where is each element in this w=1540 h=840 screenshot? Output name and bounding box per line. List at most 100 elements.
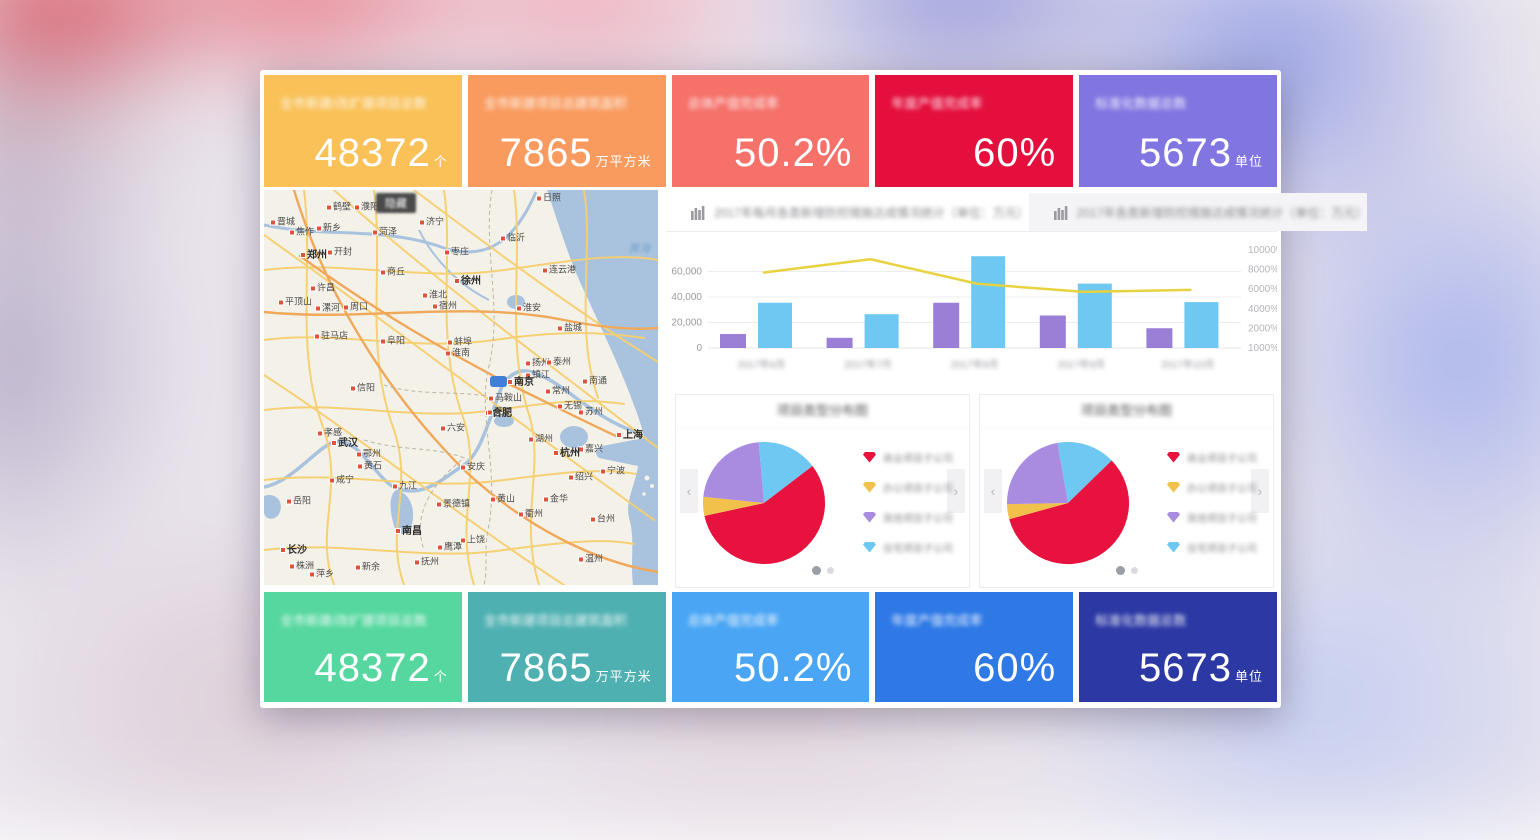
map-tooltip[interactable]: 隐藏 xyxy=(376,193,416,213)
svg-text:2017年7月: 2017年7月 xyxy=(844,358,892,371)
tab-yearly-chart[interactable]: 2017年各类新增防控措施达成情况统计（单位：万元） xyxy=(1028,193,1368,231)
legend-item[interactable]: 住宅项目子公司 xyxy=(1167,537,1257,557)
stat-card-title: 总体产值完成率 xyxy=(687,96,779,111)
carousel-next-button[interactable]: › xyxy=(947,469,965,513)
legend-item[interactable]: 其他项目子公司 xyxy=(863,507,953,527)
city-label: 淮北 xyxy=(422,290,447,300)
city-label: 南通 xyxy=(582,376,607,386)
svg-text:20,000: 20,000 xyxy=(671,318,702,329)
city-marker-icon xyxy=(286,498,292,505)
city-marker-icon xyxy=(350,385,356,392)
city-marker-icon xyxy=(270,219,276,226)
city-marker-icon xyxy=(460,537,466,544)
stat-card-value: 60% xyxy=(973,131,1057,175)
city-label: 宁波 xyxy=(600,466,625,476)
legend-item[interactable]: 其他项目子公司 xyxy=(1167,507,1257,527)
stat-card-value: 48372 个 xyxy=(314,646,448,690)
city-marker-icon xyxy=(590,516,596,523)
dot-inactive[interactable] xyxy=(826,567,834,575)
city-label: 常州 xyxy=(545,386,570,396)
legend-label: 其他项目子公司 xyxy=(1187,513,1257,525)
city-marker-icon xyxy=(440,425,446,432)
pie-legend: 商业项目子公司 办公项目子公司其他项目子公司 住宅项目子公司 xyxy=(863,447,953,567)
city-label: 济宁 xyxy=(419,217,444,227)
city-label: 镇江 xyxy=(525,370,550,380)
city-label: 漯河 xyxy=(315,303,340,313)
city-marker-icon xyxy=(516,305,522,312)
legend-gem-icon xyxy=(1167,541,1180,553)
legend-gem-icon xyxy=(863,451,876,463)
legend-label: 住宅项目子公司 xyxy=(883,543,953,555)
city-marker-icon xyxy=(356,451,362,458)
city-marker-icon xyxy=(488,395,494,402)
nanjing-marker-icon[interactable] xyxy=(490,376,507,387)
city-marker-icon xyxy=(419,219,425,226)
legend-gem-icon xyxy=(1167,481,1180,493)
city-label: 湖州 xyxy=(528,434,553,444)
city-label: 开封 xyxy=(327,247,352,257)
legend-gem-icon xyxy=(863,541,876,553)
city-marker-icon xyxy=(507,379,513,386)
city-label: 泰州 xyxy=(546,357,571,367)
legend-label: 办公项目子公司 xyxy=(1187,483,1257,495)
carousel-next-button[interactable]: › xyxy=(1251,469,1269,513)
carousel-prev-button[interactable]: ‹ xyxy=(984,469,1002,513)
city-marker-icon xyxy=(327,249,333,256)
city-marker-icon xyxy=(536,195,542,202)
dot-active[interactable] xyxy=(811,566,821,576)
stat-card-value: 50.2% xyxy=(733,646,853,690)
legend-label: 住宅项目子公司 xyxy=(1187,543,1257,555)
city-marker-icon xyxy=(309,571,315,578)
city-marker-icon xyxy=(460,464,466,471)
city-label: 鄂州 xyxy=(356,449,381,459)
bottom-stat-cards: 全市新建/改扩建项目总数 48372 个全市新建项目总建筑面积 7865 万平方米总… xyxy=(264,592,1277,702)
stat-card-unit: 单位 xyxy=(1234,669,1263,684)
city-label: 温州 xyxy=(578,554,603,564)
city-label: 淮安 xyxy=(516,303,541,313)
legend-item[interactable]: 办公项目子公司 xyxy=(1167,477,1257,497)
svg-text:10000%: 10000% xyxy=(1248,245,1277,256)
city-marker-icon xyxy=(582,378,588,385)
city-marker-icon xyxy=(310,285,316,292)
dashboard-panel: 全市新建/改扩建项目总数 48372 个全市新建项目总建筑面积 7865 万平方米总… xyxy=(260,70,1368,708)
svg-text:60,000: 60,000 xyxy=(671,267,702,278)
stat-card: 标准化数据总数 5673 单位 xyxy=(1079,75,1277,187)
legend-gem-icon xyxy=(1167,511,1180,523)
bar-chart-icon xyxy=(1053,205,1068,220)
city-marker-icon xyxy=(444,249,450,256)
carousel-dots xyxy=(980,562,1273,580)
city-marker-icon xyxy=(314,333,320,340)
city-marker-icon xyxy=(392,483,398,490)
dot-active[interactable] xyxy=(1115,566,1125,576)
city-marker-icon xyxy=(600,468,606,475)
city-label: 晋城 xyxy=(270,217,295,227)
legend-item[interactable]: 商业项目子公司 xyxy=(1167,447,1257,467)
dot-inactive[interactable] xyxy=(1130,567,1138,575)
carousel-prev-button[interactable]: ‹ xyxy=(680,469,698,513)
city-marker-icon xyxy=(546,359,552,366)
stat-card-value: 7865 万平方米 xyxy=(499,646,652,690)
china-east-map[interactable]: 日照 临沂 连云港 鹤壁 濮阳 晋城 焦作 新乡 菏泽 济宁 郑州 开封 枣庄 商丘 徐州 许昌 淮北 平顶山 漯河… xyxy=(264,190,658,585)
legend-item[interactable]: 住宅项目子公司 xyxy=(863,537,953,557)
legend-label: 其他项目子公司 xyxy=(883,513,953,525)
sea-area xyxy=(547,190,658,585)
legend-item[interactable]: 商业项目子公司 xyxy=(863,447,953,467)
stat-card: 标准化数据总数 5673 单位 xyxy=(1079,592,1277,702)
city-marker-icon xyxy=(447,339,453,346)
city-marker-icon xyxy=(525,360,531,367)
city-marker-icon xyxy=(432,303,438,310)
svg-text:4000%: 4000% xyxy=(1248,304,1277,315)
city-label: 商丘 xyxy=(380,267,405,277)
legend-item[interactable]: 办公项目子公司 xyxy=(863,477,953,497)
legend-gem-icon xyxy=(1167,451,1180,463)
city-label: 许昌 xyxy=(310,283,335,293)
stat-card-title: 年度产值完成率 xyxy=(891,96,983,111)
city-label: 平顶山 xyxy=(278,297,312,307)
stat-card: 全市新建/改扩建项目总数 48372 个 xyxy=(264,592,462,702)
svg-text:40,000: 40,000 xyxy=(671,292,702,303)
city-marker-icon xyxy=(300,252,306,259)
tab-monthly-chart[interactable]: 2017年每月各类新增防控措施达成情况统计（单位：万元） xyxy=(666,193,1029,231)
city-marker-icon xyxy=(490,496,496,503)
city-label: 宿州 xyxy=(432,301,457,311)
city-marker-icon xyxy=(357,463,363,470)
